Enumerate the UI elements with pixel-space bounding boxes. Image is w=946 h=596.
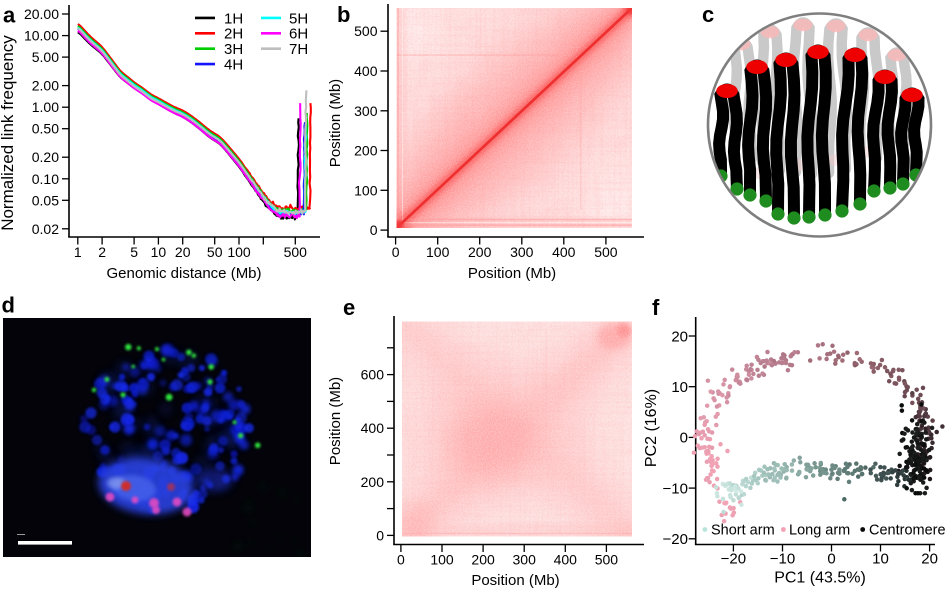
svg-text:Genomic distance (Mb): Genomic distance (Mb) <box>106 265 261 282</box>
svg-text:c: c <box>702 2 714 27</box>
svg-text:Long arm: Long arm <box>789 523 850 539</box>
svg-text:20.00: 20.00 <box>24 6 59 22</box>
svg-text:0.50: 0.50 <box>32 121 59 137</box>
svg-text:Position (Mb): Position (Mb) <box>327 377 344 465</box>
svg-text:5: 5 <box>130 244 138 260</box>
svg-text:500: 500 <box>594 244 618 260</box>
svg-text:e: e <box>343 295 355 320</box>
svg-text:600: 600 <box>361 367 385 383</box>
svg-text:2: 2 <box>98 244 106 260</box>
svg-text:100: 100 <box>354 182 378 198</box>
svg-text:400: 400 <box>354 63 378 79</box>
svg-text:200: 200 <box>361 474 385 490</box>
svg-text:2.00: 2.00 <box>32 78 59 94</box>
svg-text:f: f <box>652 295 660 320</box>
svg-text:0.02: 0.02 <box>32 221 59 237</box>
svg-text:20: 20 <box>671 328 688 345</box>
svg-text:1.00: 1.00 <box>32 99 59 115</box>
svg-text:200: 200 <box>468 244 492 260</box>
svg-text:0: 0 <box>397 552 405 568</box>
svg-text:400: 400 <box>554 552 578 568</box>
svg-text:−10: −10 <box>770 551 795 568</box>
svg-text:10: 10 <box>671 379 688 396</box>
svg-text:−20: −20 <box>663 531 688 548</box>
svg-text:200: 200 <box>471 552 495 568</box>
svg-text:3H: 3H <box>224 41 243 58</box>
svg-text:5H: 5H <box>289 10 308 27</box>
svg-text:400: 400 <box>552 244 576 260</box>
svg-text:PC2 (16%): PC2 (16%) <box>643 389 660 467</box>
svg-text:20: 20 <box>921 551 938 568</box>
svg-text:200: 200 <box>354 143 378 159</box>
svg-text:20: 20 <box>175 244 191 260</box>
svg-text:Normalized link frequency: Normalized link frequency <box>0 35 17 231</box>
svg-text:2H: 2H <box>224 26 243 43</box>
svg-text:500: 500 <box>284 244 308 260</box>
svg-text:100: 100 <box>430 552 454 568</box>
svg-text:0.05: 0.05 <box>32 192 59 208</box>
svg-text:400: 400 <box>361 420 385 436</box>
svg-text:b: b <box>337 2 350 27</box>
svg-text:10.00: 10.00 <box>24 28 59 44</box>
svg-text:500: 500 <box>595 552 619 568</box>
svg-text:−20: −20 <box>721 551 746 568</box>
svg-text:10: 10 <box>151 244 167 260</box>
svg-text:Centromere: Centromere <box>869 523 946 539</box>
svg-text:Position (Mb): Position (Mb) <box>471 572 559 589</box>
svg-text:10: 10 <box>872 551 889 568</box>
svg-text:7H: 7H <box>289 41 308 58</box>
svg-text:50: 50 <box>207 244 223 260</box>
svg-text:5.00: 5.00 <box>32 49 59 65</box>
svg-text:Position (Mb): Position (Mb) <box>468 265 556 282</box>
svg-text:−10: −10 <box>663 480 688 497</box>
svg-text:Position (Mb): Position (Mb) <box>327 79 344 167</box>
svg-text:PC1 (43.5%): PC1 (43.5%) <box>774 570 866 587</box>
svg-text:0: 0 <box>827 551 835 568</box>
svg-text:500: 500 <box>354 23 378 39</box>
svg-text:0: 0 <box>392 244 400 260</box>
svg-text:0: 0 <box>680 430 688 447</box>
svg-text:4H: 4H <box>224 57 243 74</box>
svg-text:100: 100 <box>227 244 251 260</box>
svg-text:300: 300 <box>510 244 534 260</box>
svg-text:0: 0 <box>370 222 378 238</box>
svg-text:0.20: 0.20 <box>32 149 59 165</box>
svg-text:6H: 6H <box>289 26 308 43</box>
svg-text:0: 0 <box>376 527 384 543</box>
svg-text:0.10: 0.10 <box>32 171 59 187</box>
svg-text:d: d <box>2 293 15 318</box>
svg-text:Short arm: Short arm <box>711 523 775 539</box>
svg-text:a: a <box>3 3 16 28</box>
svg-text:1: 1 <box>74 244 82 260</box>
svg-text:300: 300 <box>354 103 378 119</box>
svg-text:300: 300 <box>513 552 537 568</box>
svg-text:1H: 1H <box>224 10 243 27</box>
svg-text:100: 100 <box>426 244 450 260</box>
